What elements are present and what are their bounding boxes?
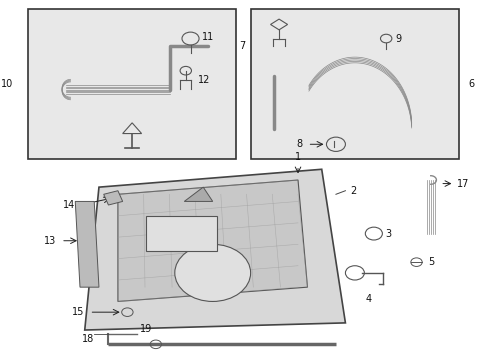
Text: 4: 4 [366, 294, 371, 304]
Text: 7: 7 [239, 41, 245, 51]
Text: 19: 19 [140, 324, 152, 334]
Text: 5: 5 [427, 257, 434, 267]
Polygon shape [75, 202, 99, 287]
Bar [28, 9, 236, 158]
Text: 14: 14 [63, 200, 75, 210]
Text: 8: 8 [296, 139, 302, 149]
Text: 2: 2 [349, 186, 356, 196]
Text: 17: 17 [456, 179, 468, 189]
Text: 3: 3 [385, 229, 391, 239]
Bar [146, 216, 217, 251]
Text: 11: 11 [202, 32, 214, 42]
Text: 10: 10 [1, 78, 14, 89]
Circle shape [174, 244, 250, 301]
Bar [250, 9, 458, 158]
Text: 15: 15 [72, 307, 84, 317]
Text: 1: 1 [294, 152, 301, 162]
Text: 16: 16 [139, 193, 151, 203]
Text: 13: 13 [44, 236, 56, 246]
Polygon shape [84, 169, 345, 330]
Polygon shape [184, 187, 212, 202]
Text: 9: 9 [395, 33, 401, 44]
Text: 18: 18 [82, 334, 94, 344]
Polygon shape [103, 191, 122, 205]
Text: 6: 6 [468, 78, 474, 89]
Polygon shape [118, 180, 307, 301]
Text: 12: 12 [197, 75, 209, 85]
